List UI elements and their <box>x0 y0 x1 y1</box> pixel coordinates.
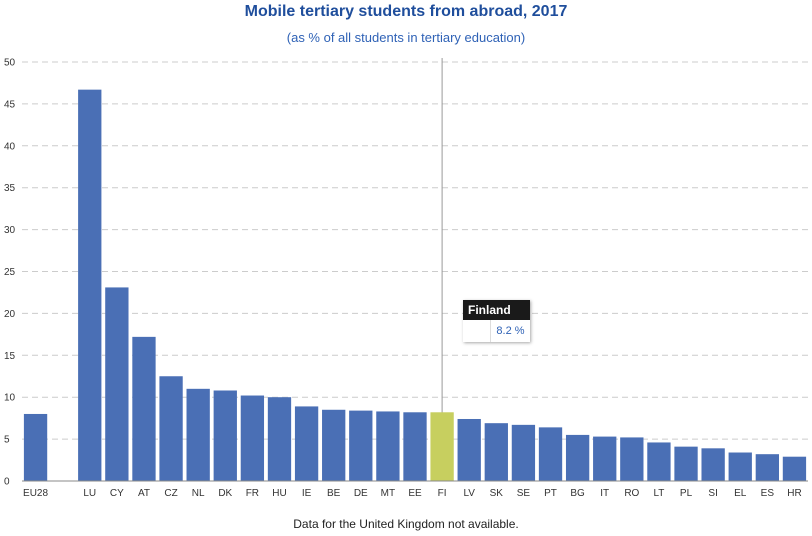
x-tick-label: PT <box>544 488 557 499</box>
x-tick-label: FR <box>246 488 259 499</box>
bar <box>511 424 536 481</box>
x-tick-label: SK <box>490 488 504 499</box>
y-tick-label: 15 <box>4 351 16 362</box>
bar <box>322 409 346 481</box>
y-tick-label: 45 <box>4 99 16 110</box>
bar <box>457 418 481 481</box>
bar <box>376 411 400 481</box>
x-tick-label: RO <box>624 488 639 499</box>
y-tick-label: 0 <box>4 477 10 488</box>
tooltip-value: 8.2 % <box>496 325 525 337</box>
x-tick-label: PL <box>680 488 693 499</box>
bar <box>267 397 292 481</box>
bar <box>240 395 265 481</box>
bar <box>403 412 427 481</box>
x-tick-label: FI <box>438 488 447 499</box>
x-tick-label: IT <box>600 488 609 499</box>
y-tick-label: 20 <box>4 309 16 320</box>
x-tick-label: AT <box>138 488 150 499</box>
bar <box>565 434 590 481</box>
tooltip-swatch <box>463 320 491 342</box>
bar <box>105 287 129 481</box>
y-tick-label: 40 <box>4 141 16 152</box>
chart-title: Mobile tertiary students from abroad, 20… <box>244 3 568 20</box>
y-tick-label: 50 <box>4 58 16 69</box>
x-tick-label: SE <box>517 488 531 499</box>
y-tick-label: 5 <box>4 435 10 446</box>
bar <box>538 427 563 481</box>
x-tick-label: MT <box>381 488 395 499</box>
y-tick-label: 35 <box>4 183 16 194</box>
x-tick-label: NL <box>192 488 205 499</box>
bar <box>593 436 617 481</box>
x-tick-label: ES <box>761 488 775 499</box>
bar <box>755 454 779 481</box>
x-tick-label: BG <box>570 488 585 499</box>
bar <box>430 412 454 481</box>
x-tick-label: EE <box>408 488 422 499</box>
bar <box>294 406 319 481</box>
x-tick-label: LV <box>463 488 475 499</box>
tooltip-title: Finland <box>463 300 530 320</box>
y-tick-label: 10 <box>4 393 16 404</box>
x-tick-label: CY <box>110 488 124 499</box>
bar <box>647 442 671 481</box>
y-tick-label: 25 <box>4 267 16 278</box>
bar <box>159 376 183 481</box>
x-tick-label: SI <box>708 488 717 499</box>
x-tick-label: LT <box>653 488 664 499</box>
tooltip: Finland 8.2 % <box>463 300 530 342</box>
x-tick-label: EL <box>734 488 747 499</box>
bar <box>213 390 237 481</box>
bar <box>620 437 644 481</box>
bar <box>349 410 373 481</box>
x-tick-label: CZ <box>164 488 177 499</box>
bar <box>782 456 807 481</box>
bar <box>701 448 725 481</box>
bar <box>484 423 508 481</box>
bar <box>728 452 752 481</box>
x-tick-label: EU28 <box>23 488 48 499</box>
x-tick-label: IE <box>302 488 312 499</box>
bar <box>23 413 48 481</box>
y-tick-label: 30 <box>4 225 16 236</box>
bar <box>132 336 156 481</box>
bar <box>186 388 210 481</box>
x-tick-label: LU <box>83 488 96 499</box>
x-tick-label: HU <box>272 488 286 499</box>
chart-subtitle: (as % of all students in tertiary educat… <box>286 30 526 45</box>
bar <box>674 446 698 481</box>
bar <box>78 89 102 482</box>
x-tick-label: DK <box>218 488 232 499</box>
x-tick-label: HR <box>787 488 801 499</box>
x-tick-label: BE <box>327 488 341 499</box>
chart-footnote: Data for the United Kingdom not availabl… <box>293 517 519 531</box>
x-tick-label: DE <box>354 488 368 499</box>
